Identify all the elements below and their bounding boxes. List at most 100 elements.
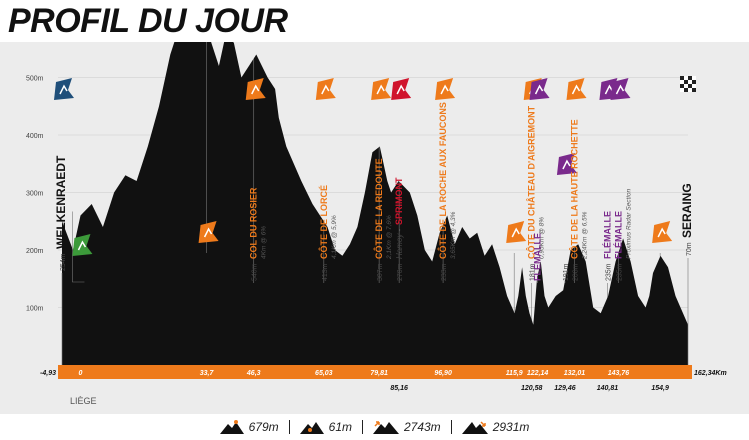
km-axis-band bbox=[58, 365, 692, 379]
flag-shape bbox=[529, 78, 550, 100]
flag-shape bbox=[566, 78, 587, 100]
x-tick-label: 33,7 bbox=[200, 370, 215, 377]
flag-glyph bbox=[615, 84, 625, 95]
finish-flag-square bbox=[680, 88, 684, 92]
route-label-group: 254m WELKENRAEDT bbox=[54, 155, 68, 271]
location-name: SPRIMONT bbox=[394, 177, 404, 225]
feed-zone-icon bbox=[72, 234, 93, 256]
elevation-area bbox=[62, 42, 688, 365]
flag-glyph bbox=[77, 240, 87, 251]
x-tick-label: 65,03 bbox=[315, 370, 333, 377]
x-tick-label: 115,9 bbox=[506, 370, 523, 377]
climb-detail: 3,65Km @ 4,3% bbox=[450, 211, 457, 259]
climb-detail: 2,1Km @ 7,6% bbox=[386, 215, 393, 260]
finish-flag-square bbox=[692, 80, 696, 84]
min-altitude-icon bbox=[299, 420, 324, 434]
ascent-icon bbox=[372, 420, 399, 434]
location-name: CÔTE DE LA ROCHE AUX FAUCONS bbox=[437, 102, 448, 259]
bonus-flag-icon bbox=[391, 78, 412, 100]
finish-flag-square bbox=[692, 76, 696, 80]
x-tick-label: 46,3 bbox=[246, 370, 261, 377]
altitude-label: 413m bbox=[322, 263, 329, 281]
route-label-group: 208m CÔTE DE LA HAUTE ROCHETTE 2,24Km @ 6,… bbox=[568, 119, 588, 281]
flag-shape bbox=[506, 221, 527, 243]
route-label-group: 233m CÔTE DE LA ROCHE AUX FAUCONS 3,65Km @… bbox=[437, 102, 457, 281]
legend-value: 2931m bbox=[492, 420, 530, 434]
y-tick-label: 300m bbox=[26, 191, 44, 198]
legend-value: 2743m bbox=[403, 420, 441, 434]
location-name: SERAING bbox=[680, 183, 694, 238]
finish-flag-square bbox=[684, 88, 688, 92]
climb-flag-icon bbox=[198, 221, 219, 243]
climb-detail: 4Km @ 6% bbox=[261, 226, 268, 259]
altitude-label: 233m bbox=[441, 263, 448, 281]
sprint-flag-icon bbox=[556, 153, 577, 175]
elevation-profile-chart: 100m200m300m400m500m600m700m -4,93033,74… bbox=[26, 42, 727, 406]
finish-flag-square bbox=[680, 80, 684, 84]
finish-flag-square bbox=[688, 76, 692, 80]
climb-flag-icon bbox=[371, 78, 392, 100]
page-title: PROFIL DU JOUR bbox=[8, 2, 288, 40]
legend-divider bbox=[288, 420, 290, 434]
x-tick-label: 122,14 bbox=[527, 370, 549, 377]
climb-detail: 2,24Km @ 6,5% bbox=[581, 211, 588, 260]
flag-shape bbox=[371, 78, 392, 100]
y-tick-label: 200m bbox=[26, 248, 44, 255]
route-label-group: 235m FLÉMALLE bbox=[602, 211, 612, 281]
city-label: LIÈGE bbox=[70, 396, 97, 406]
flag-glyph bbox=[657, 227, 666, 238]
finish-flag-square bbox=[692, 88, 696, 92]
max-altitude-icon bbox=[219, 420, 244, 434]
finish-flag-square bbox=[684, 84, 688, 88]
location-name: WELKENRAEDT bbox=[54, 155, 68, 249]
location-name: FLÉMALLE bbox=[533, 233, 543, 281]
legend-value: 61m bbox=[328, 420, 352, 434]
climb-detail: 0,95Km @ 8% bbox=[539, 217, 546, 259]
flag-glyph bbox=[571, 84, 581, 95]
altitude-label: 540m bbox=[252, 263, 259, 281]
climb-flag-icon bbox=[315, 78, 336, 100]
legend-descent: 2931m bbox=[461, 420, 530, 434]
flag-glyph bbox=[251, 84, 260, 95]
flag-glyph bbox=[203, 227, 213, 238]
x-tick-label: 154,9 bbox=[651, 385, 669, 392]
route-label-group: 70m SERAING bbox=[680, 183, 694, 256]
x-tick-label: -4,93 bbox=[40, 370, 56, 377]
location-name: COL DU ROSIER bbox=[249, 187, 259, 259]
route-label-group: 270m Hamoy - SPRIMONT bbox=[394, 177, 404, 281]
x-tick-label: 96,90 bbox=[434, 370, 452, 377]
y-tick-labels: 100m200m300m400m500m600m700m bbox=[26, 76, 44, 313]
route-label-group: 413m CÔTE DE LORCÉ 4,1Km @ 5,9% bbox=[318, 185, 338, 281]
altitude-label: 208m bbox=[572, 263, 579, 281]
altitude-label: 235m bbox=[616, 263, 623, 281]
flag-glyph bbox=[376, 84, 385, 95]
x-tick-label: 132,01 bbox=[564, 370, 586, 377]
flag-shape bbox=[198, 221, 219, 243]
climb-detail: Proximus Radar Section bbox=[625, 189, 632, 259]
altitude-label: 307m bbox=[377, 263, 384, 281]
finish-flag-square bbox=[684, 80, 688, 84]
location-name: CÔTE DU CHÂTEAU D'AIGREMONT bbox=[526, 105, 537, 259]
location-name: CÔTE DE LORCÉ bbox=[318, 185, 329, 259]
flag-glyph bbox=[59, 84, 68, 95]
sprint-flag-icon bbox=[610, 78, 631, 100]
x-tick-labels: -4,93 0 33,7 46,3 65,03 79,81 85,16 96,90 115,9 1… bbox=[40, 370, 727, 392]
location-detail: Hamoy - bbox=[395, 228, 404, 259]
flag-shape bbox=[54, 78, 74, 100]
x-tick-label: 162,34Km bbox=[694, 370, 727, 377]
legend-max-altitude: 679m bbox=[219, 420, 279, 434]
y-tick-label: 400m bbox=[26, 133, 44, 140]
legend-divider bbox=[361, 420, 363, 434]
profile-panel: 100m200m300m400m500m600m700m -4,93033,74… bbox=[0, 42, 749, 414]
climb-flag-icon bbox=[652, 221, 673, 243]
stats-legend: 679m 61m 2743m 2931m bbox=[0, 414, 749, 440]
finish-flag-square bbox=[680, 84, 684, 88]
altitude-label: 235m bbox=[605, 263, 612, 281]
altitude-label: 70m bbox=[686, 242, 693, 256]
climb-flag-icon bbox=[245, 78, 266, 100]
finish-flag-square bbox=[688, 84, 692, 88]
legend-ascent: 2743m bbox=[372, 420, 441, 434]
flag-glyph bbox=[562, 159, 571, 170]
legend-min-altitude: 61m bbox=[299, 420, 352, 434]
flag-glyph bbox=[534, 84, 544, 95]
